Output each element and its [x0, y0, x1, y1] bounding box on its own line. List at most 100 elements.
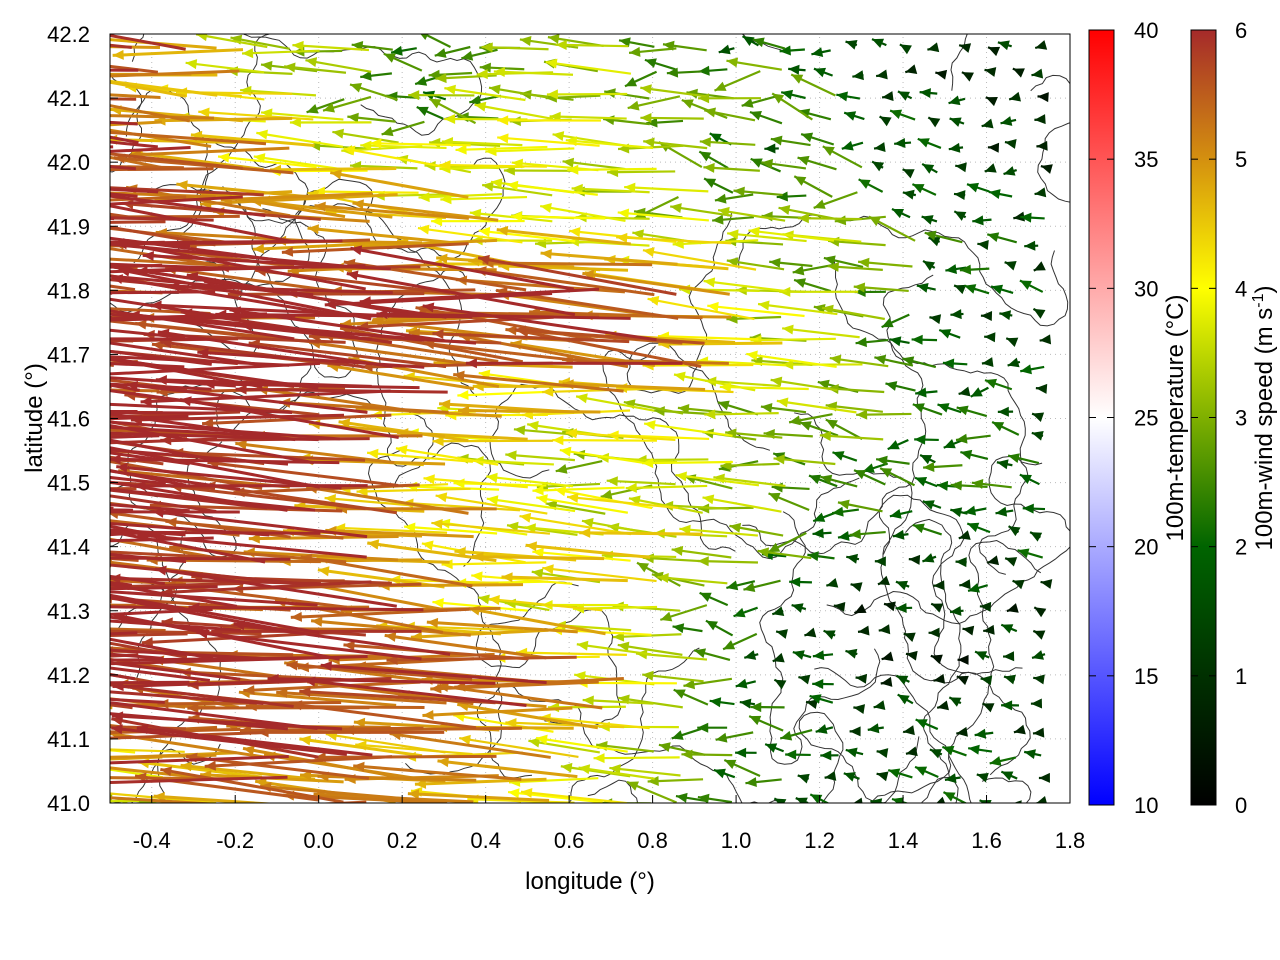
wind-arrow — [1017, 548, 1044, 559]
wind-arrow — [546, 89, 628, 100]
contour-line — [870, 776, 1032, 803]
wind-arrow — [966, 182, 990, 193]
wind-arrow — [567, 164, 657, 175]
wind-arrow — [110, 152, 243, 170]
wind-arrow — [542, 564, 657, 583]
wind-arrow — [919, 453, 936, 465]
wind-arrow — [110, 550, 239, 560]
wind-arrow — [110, 697, 165, 704]
wind-arrow — [1040, 579, 1053, 589]
wind-arrow — [110, 312, 268, 321]
wind-arrow — [252, 241, 393, 254]
contour-line — [376, 267, 492, 567]
wind-arrow — [110, 361, 321, 376]
wind-arrow — [955, 557, 967, 568]
contour-line — [568, 647, 700, 803]
wind-arrow — [703, 277, 787, 293]
wind-arrow — [444, 84, 526, 102]
wind-arrow — [930, 654, 943, 665]
wind-arrow — [964, 505, 987, 516]
wind-arrow — [987, 46, 1001, 57]
wind-arrow — [805, 699, 818, 710]
wind-arrow — [510, 211, 606, 222]
wind-arrow — [776, 191, 807, 202]
wind-arrow — [889, 109, 916, 121]
contour-line — [236, 157, 506, 301]
wind-arrow — [602, 115, 650, 126]
wind-arrow — [459, 734, 579, 759]
wind-arrow — [730, 802, 732, 803]
wind-arrow — [1034, 40, 1048, 50]
wind-arrow — [1003, 674, 1016, 685]
wind-arrow — [1019, 279, 1044, 293]
wind-arrow — [812, 528, 832, 539]
wind-arrow — [1007, 525, 1021, 537]
wind-arrow — [761, 158, 807, 170]
wind-arrow — [752, 37, 786, 50]
wind-arrow — [958, 386, 971, 397]
contour-line — [950, 34, 968, 91]
wind-arrow — [733, 186, 783, 197]
x-tick-label: 0.0 — [303, 828, 334, 853]
wind-arrow — [110, 494, 217, 513]
wind-arrow — [528, 737, 600, 754]
wind-arrow — [915, 387, 938, 398]
wind-arrow — [948, 142, 964, 153]
wind-arrow — [771, 606, 785, 616]
wind-arrow — [697, 793, 733, 803]
wind-arrow — [110, 116, 111, 120]
wind-arrow — [110, 619, 241, 632]
wind-arrow — [741, 35, 760, 47]
wind-arrow — [1003, 651, 1015, 662]
wind-arrow — [899, 43, 912, 55]
wind-arrow — [981, 357, 994, 367]
wind-arrow — [352, 199, 499, 222]
wind-arrow — [562, 157, 626, 171]
wind-arrow — [1034, 114, 1046, 125]
wind-arrow — [764, 743, 785, 753]
wind-arrow — [823, 255, 864, 268]
wind-arrow — [922, 259, 936, 271]
y-tick-label: 42.0 — [47, 150, 90, 175]
wind-arrow — [988, 189, 1013, 199]
wind-arrow — [110, 120, 163, 127]
wind-arrow — [343, 145, 447, 169]
wind-arrow — [871, 38, 887, 48]
wind-arrow — [750, 157, 781, 173]
wind-arrow — [659, 604, 708, 622]
wind-arrow — [110, 796, 219, 803]
wind-arrow — [111, 724, 348, 757]
wind-arrow — [749, 110, 783, 125]
wind-arrow — [856, 409, 912, 420]
wind-arrow — [1032, 727, 1045, 738]
wind-arrow — [596, 741, 654, 753]
wind-arrow — [955, 433, 991, 444]
wind-arrow — [984, 378, 1013, 391]
wind-arrow — [241, 48, 320, 59]
wind-arrow — [881, 91, 894, 102]
wind-arrow — [1019, 473, 1040, 486]
wind-arrow — [996, 459, 1013, 470]
wind-arrow — [440, 194, 528, 205]
wind-arrow — [914, 476, 938, 488]
wind-arrow — [912, 523, 943, 536]
wind-arrow — [704, 409, 779, 420]
wind-arrow — [991, 420, 1020, 436]
colorbar-tick-label: 20 — [1134, 535, 1158, 560]
wind-arrow — [894, 138, 912, 148]
wind-arrow — [976, 772, 989, 783]
wind-arrow — [972, 215, 992, 226]
wind-arrow — [968, 744, 993, 755]
wind-arrow — [110, 80, 187, 98]
colorbar-tick-label: 25 — [1134, 406, 1158, 431]
contour-line — [878, 494, 1031, 776]
wind-arrow — [110, 581, 244, 589]
wind-arrow — [110, 290, 216, 295]
wind-arrow — [703, 177, 734, 194]
wind-arrow — [643, 420, 733, 437]
wind-arrow — [110, 780, 138, 784]
wind-arrow — [924, 230, 963, 244]
wind-arrow — [110, 414, 189, 421]
wind-arrow — [407, 789, 550, 802]
x-tick-label: 1.0 — [721, 828, 752, 853]
